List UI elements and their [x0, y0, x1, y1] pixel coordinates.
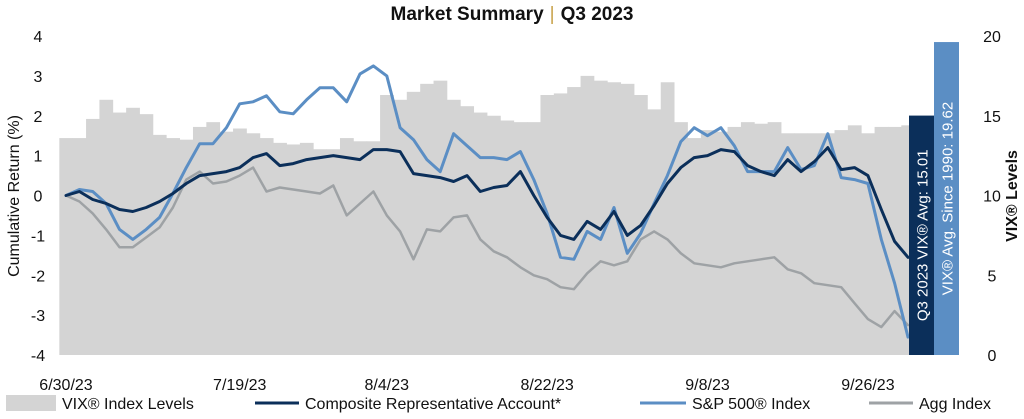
legend-label-sp500: S&P 500® Index [692, 396, 810, 413]
x-tick-label: 6/30/23 [39, 377, 92, 394]
x-tick-label: 9/26/23 [841, 377, 894, 394]
vix-bar [674, 122, 688, 355]
legend-label-agg: Agg Index [919, 396, 991, 413]
y2-tick-label: 5 [988, 268, 997, 285]
vix-bar [727, 126, 742, 355]
vix-bar [366, 141, 381, 355]
vix-bar [473, 112, 488, 355]
vix-bar [527, 122, 541, 355]
y-tick-label: 2 [34, 109, 43, 126]
y-tick-label: -1 [31, 228, 45, 245]
vix-bar [834, 130, 849, 355]
vix-bar [299, 142, 314, 355]
vix-bar [460, 106, 475, 356]
vix-bar [807, 133, 822, 355]
vix-average-bar [909, 115, 934, 355]
vix-bar [72, 138, 87, 355]
y-tick-label: -4 [31, 348, 45, 365]
series-line [64, 166, 910, 329]
vix-bar [754, 123, 769, 355]
y2-tick-label: 15 [983, 109, 1001, 126]
series-line [64, 64, 910, 339]
vix-bar [206, 122, 221, 355]
vix-bar [567, 87, 581, 355]
y2-axis-title: VIX® Levels [1004, 150, 1021, 242]
vix-bar [86, 118, 100, 355]
legend-swatch-vix [6, 395, 56, 411]
vix-bar [126, 107, 140, 356]
vix-bar [219, 131, 234, 355]
x-tick-label: 8/22/23 [520, 377, 573, 394]
chart-title: Market Summary [390, 4, 544, 25]
vix-bar [166, 138, 181, 355]
y2-tick-label: 10 [983, 189, 1001, 206]
vix-bar [420, 83, 434, 355]
vix-bar [112, 112, 127, 355]
x-tick-label: 8/4/23 [365, 377, 410, 394]
vix-bar [353, 141, 368, 355]
y-tick-label: -2 [31, 268, 45, 285]
vix-bar [179, 139, 194, 355]
vix-average-label: VIX® Avg. Since 1990: 19.62 [940, 102, 957, 295]
legend-label-composite: Composite Representative Account* [305, 396, 561, 413]
vix-bar [380, 95, 394, 355]
y-tick-label: 4 [34, 29, 43, 46]
y-tick-label: 3 [34, 69, 43, 86]
vix-bar [393, 99, 408, 355]
x-tick-label: 7/19/23 [213, 377, 266, 394]
vix-bar [740, 122, 755, 355]
vix-average-bar [934, 42, 959, 355]
vix-bar [99, 99, 114, 355]
legend-label-vix: VIX® Index Levels [62, 396, 194, 413]
vix-bar [794, 133, 809, 355]
vix-bar [714, 131, 728, 355]
vix-bar [487, 115, 501, 355]
vix-bar [233, 128, 247, 355]
series-line [64, 146, 910, 259]
y-tick-label: 1 [34, 149, 43, 166]
vix-bar [660, 82, 675, 355]
vix-bar [406, 91, 421, 355]
vix-bar [593, 80, 608, 355]
vix-bar [313, 149, 328, 355]
vix-average-label: Q3 2023 VIX® Avg: 15.01 [915, 149, 932, 321]
chart-title-period: Q3 2023 [560, 4, 634, 25]
vix-bar [339, 138, 354, 355]
vix-bar [433, 80, 448, 355]
y-tick-label: 0 [34, 189, 43, 206]
y2-tick-label: 20 [983, 29, 1001, 46]
vix-bar [286, 144, 301, 355]
vix-bar [687, 138, 702, 355]
vix-bar [781, 133, 795, 355]
vix-bar [700, 130, 715, 355]
vix-bar [139, 114, 154, 355]
chart-title-block: Market Summary | Q3 2023 [0, 4, 1024, 26]
vix-bar [152, 134, 167, 355]
y-axis-title: Cumulative Return (%) [6, 115, 23, 277]
vix-bar [540, 95, 555, 355]
vix-bar [580, 75, 595, 355]
vix-bar [513, 122, 528, 355]
vix-bar [500, 120, 515, 355]
title-separator: | [549, 4, 555, 25]
vix-bar [192, 126, 207, 355]
vix-bar [273, 142, 287, 355]
vix-bar [620, 83, 635, 355]
vix-bar [847, 125, 862, 355]
vix-bar [326, 149, 341, 355]
vix-bar [607, 82, 622, 355]
vix-bar [259, 138, 274, 355]
x-tick-label: 9/8/23 [685, 377, 730, 394]
vix-bar [246, 133, 261, 355]
y-tick-label: -3 [31, 308, 45, 325]
vix-bar [767, 122, 782, 355]
vix-bar [821, 133, 835, 355]
vix-bar [59, 138, 74, 355]
vix-bar [446, 99, 461, 355]
vix-bar [553, 93, 568, 356]
y2-tick-label: 0 [988, 348, 997, 365]
